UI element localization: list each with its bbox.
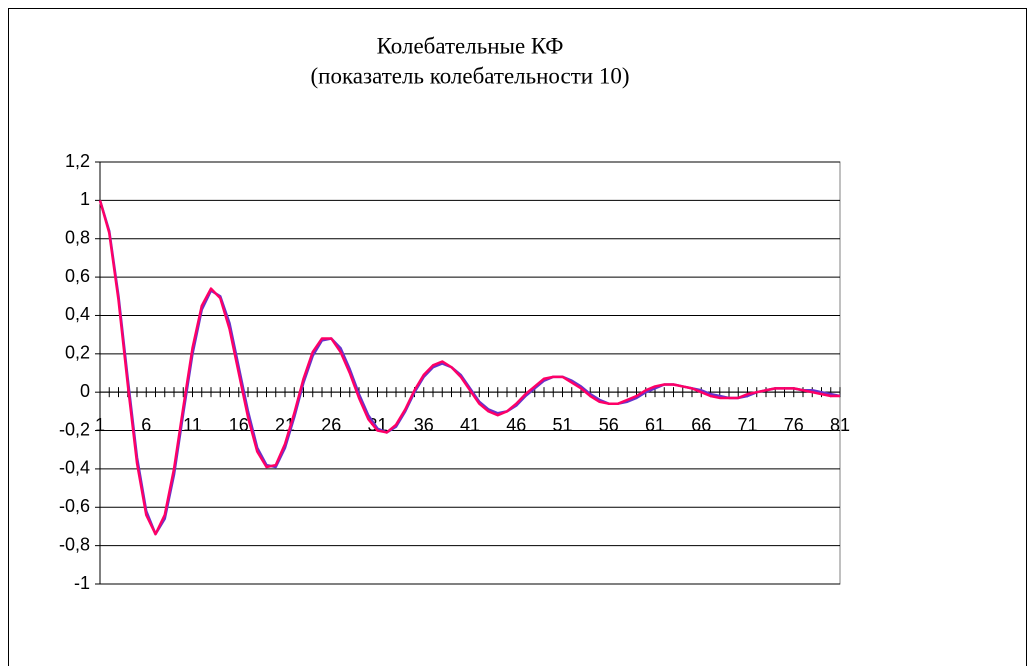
x-tick-label: 81 <box>830 415 850 435</box>
y-tick-label: 1 <box>80 189 90 209</box>
x-tick-label: 61 <box>645 415 665 435</box>
y-tick-label: 0,4 <box>65 304 90 324</box>
x-tick-label: 41 <box>460 415 480 435</box>
x-tick-label: 36 <box>414 415 434 435</box>
x-tick-label: 6 <box>141 415 151 435</box>
y-tick-label: 0,8 <box>65 227 90 247</box>
y-tick-label: -0,2 <box>59 419 90 439</box>
y-tick-label: 0,6 <box>65 266 90 286</box>
chart-frame <box>8 8 1027 666</box>
x-tick-label: 56 <box>599 415 619 435</box>
y-tick-label: -0,4 <box>59 458 90 478</box>
chart-subtitle: (показатель колебательности 10) <box>311 63 630 88</box>
x-tick-label: 71 <box>737 415 757 435</box>
y-tick-label: -0,8 <box>59 534 90 554</box>
x-tick-label: 16 <box>229 415 249 435</box>
y-tick-label: 0,2 <box>65 343 90 363</box>
x-tick-label: 26 <box>321 415 341 435</box>
x-tick-label: 1 <box>95 415 105 435</box>
x-tick-label: 76 <box>784 415 804 435</box>
y-tick-label: -0,6 <box>59 496 90 516</box>
y-tick-label: 1,2 <box>65 151 90 171</box>
x-tick-label: 66 <box>691 415 711 435</box>
x-tick-label: 46 <box>506 415 526 435</box>
y-tick-label: 0 <box>80 381 90 401</box>
x-tick-label: 51 <box>552 415 572 435</box>
y-tick-label: -1 <box>74 573 90 593</box>
x-tick-label: 11 <box>183 415 202 435</box>
chart-title: Колебательные КФ <box>377 33 564 58</box>
series-line <box>98 200 840 536</box>
